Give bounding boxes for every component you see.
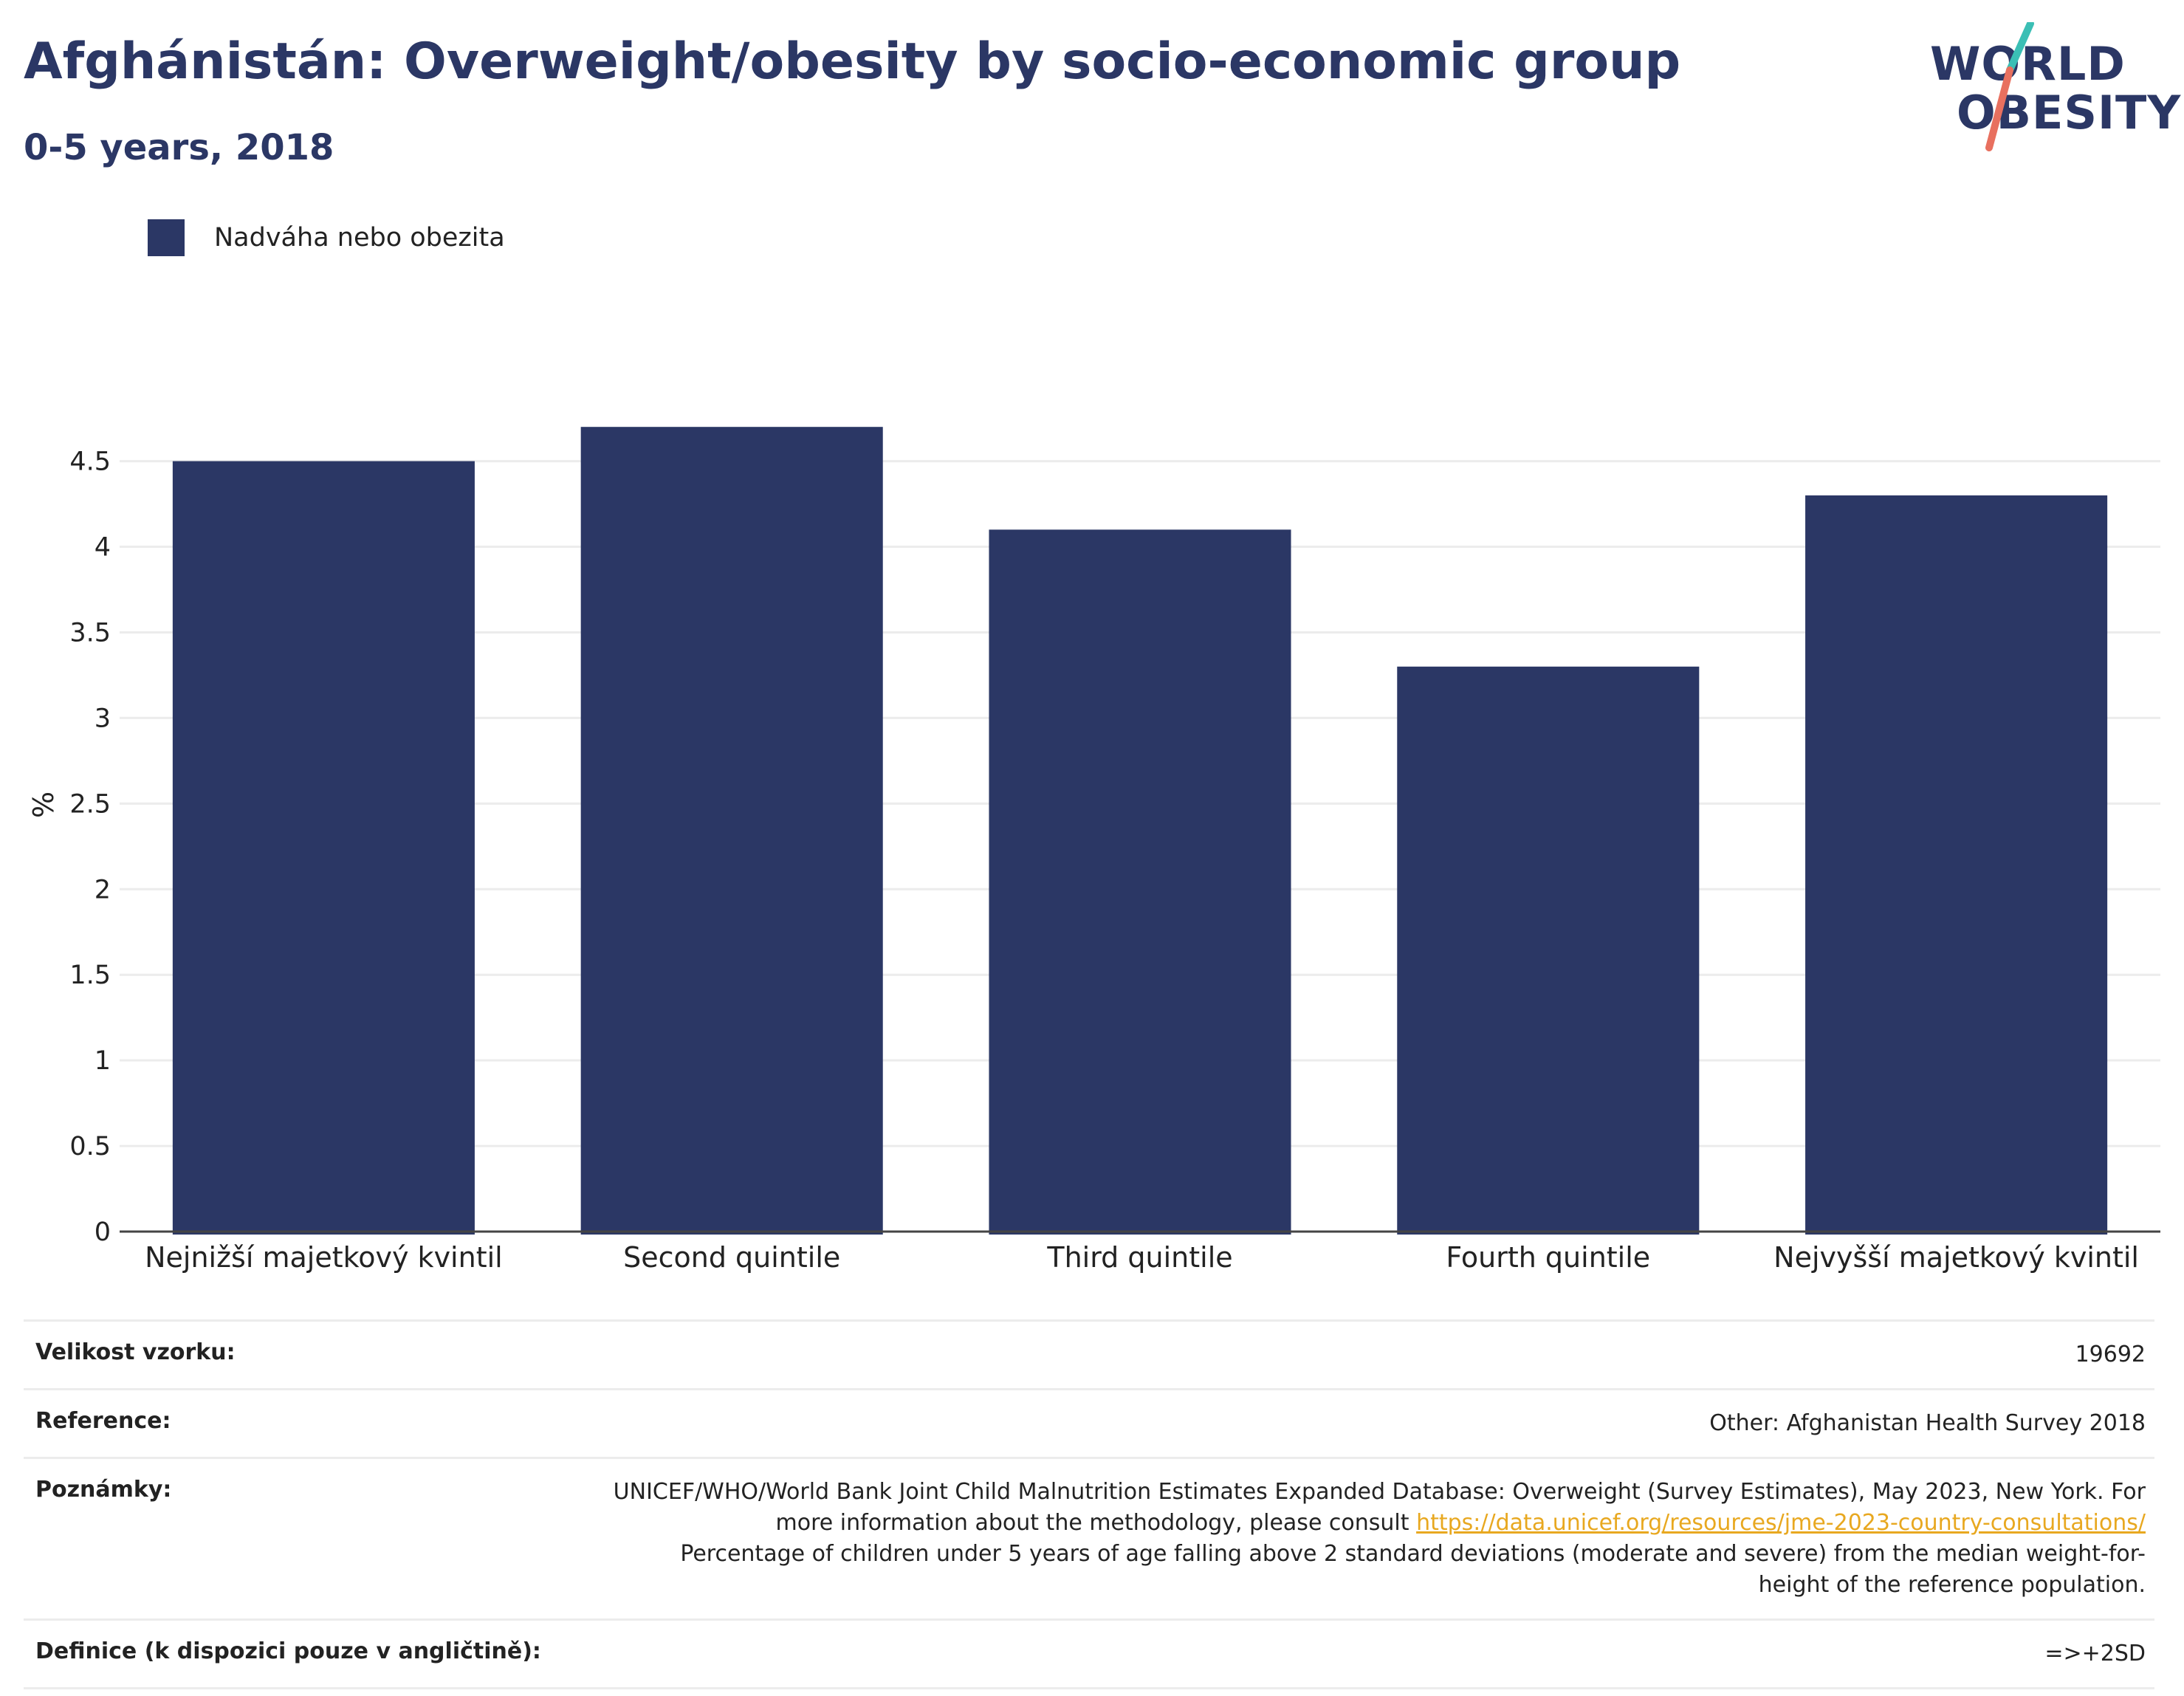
y-tick-label: 3.5: [69, 618, 111, 648]
x-tick-label: Fourth quintile: [1446, 1241, 1650, 1274]
notes-link[interactable]: https://data.unicef.org/resources/jme-20…: [1416, 1510, 2146, 1536]
bar: [989, 529, 1291, 1235]
legend-swatch: [148, 219, 185, 256]
notes-key: Poznámky:: [35, 1477, 172, 1503]
x-tick-label: Nejvyšší majetkový kvintil: [1773, 1241, 2139, 1274]
legend-label: Nadváha nebo obezita: [214, 223, 505, 253]
y-tick-label: 0.5: [69, 1132, 111, 1161]
sample-size-row: Velikost vzorku: 19692: [24, 1319, 2154, 1388]
sample-size-key: Velikost vzorku:: [35, 1339, 236, 1365]
reference-row: Reference: Other: Afghanistan Health Sur…: [24, 1388, 2154, 1457]
y-tick-label: 1: [95, 1046, 111, 1076]
bar-chart: 0 0.5 1 1.5 2 2.5 3 3.5 4 4.5 Nejnižší majetkový k…: [27, 427, 2160, 1274]
logo-slash-icon: [1985, 22, 2034, 151]
y-tick-label: 2.5: [69, 789, 111, 819]
definition-value: =>+2SD: [2044, 1641, 2146, 1666]
bar: [580, 427, 883, 1235]
chart-legend: Nadváha nebo obezita: [148, 219, 505, 256]
y-tick-label: 2: [95, 875, 111, 904]
x-tick-label: Third quintile: [1046, 1241, 1232, 1274]
page-title: Afghánistán: Overweight/obesity by socio…: [24, 32, 1681, 91]
definition-row: Definice (k dispozici pouze v angličtině…: [24, 1618, 2154, 1689]
bar: [172, 461, 475, 1235]
y-tick-label: 0: [95, 1218, 111, 1247]
y-tick-label: 1.5: [69, 961, 111, 990]
definition-key: Definice (k dispozici pouze v angličtině…: [35, 1638, 541, 1664]
logo-line-1: WORLD: [1930, 37, 2126, 91]
axes: 0 0.5 1 1.5 2 2.5 3 3.5 4 4.5 Nejnižší majetkový k…: [69, 447, 2160, 1274]
y-tick-label: 4: [95, 533, 111, 563]
world-obesity-logo: WORLD OBESITY: [1927, 22, 2180, 159]
y-tick-label: 4.5: [69, 447, 111, 477]
notes-row: Poznámky: UNICEF/WHO/World Bank Joint Ch…: [24, 1457, 2154, 1618]
reference-value: Other: Afghanistan Health Survey 2018: [1709, 1410, 2146, 1436]
y-tick-label: 3: [95, 704, 111, 733]
notes-value: UNICEF/WHO/World Bank Joint Child Malnut…: [610, 1477, 2146, 1601]
info-table: Velikost vzorku: 19692 Reference: Other:…: [24, 1319, 2154, 1689]
sample-size-value: 19692: [2075, 1342, 2146, 1367]
x-tick-label: Nejnižší majetkový kvintil: [145, 1241, 503, 1274]
notes-text-1: UNICEF/WHO/World Bank Joint Child Malnut…: [613, 1479, 2146, 1536]
bars: [172, 427, 2108, 1235]
bar: [1805, 495, 2108, 1235]
page-subtitle: 0-5 years, 2018: [24, 127, 334, 168]
x-tick-label: Second quintile: [623, 1241, 840, 1274]
reference-key: Reference:: [35, 1408, 171, 1434]
y-axis-title: %: [27, 792, 60, 818]
bar: [1397, 666, 1700, 1235]
notes-text-2: Percentage of children under 5 years of …: [680, 1541, 2146, 1598]
